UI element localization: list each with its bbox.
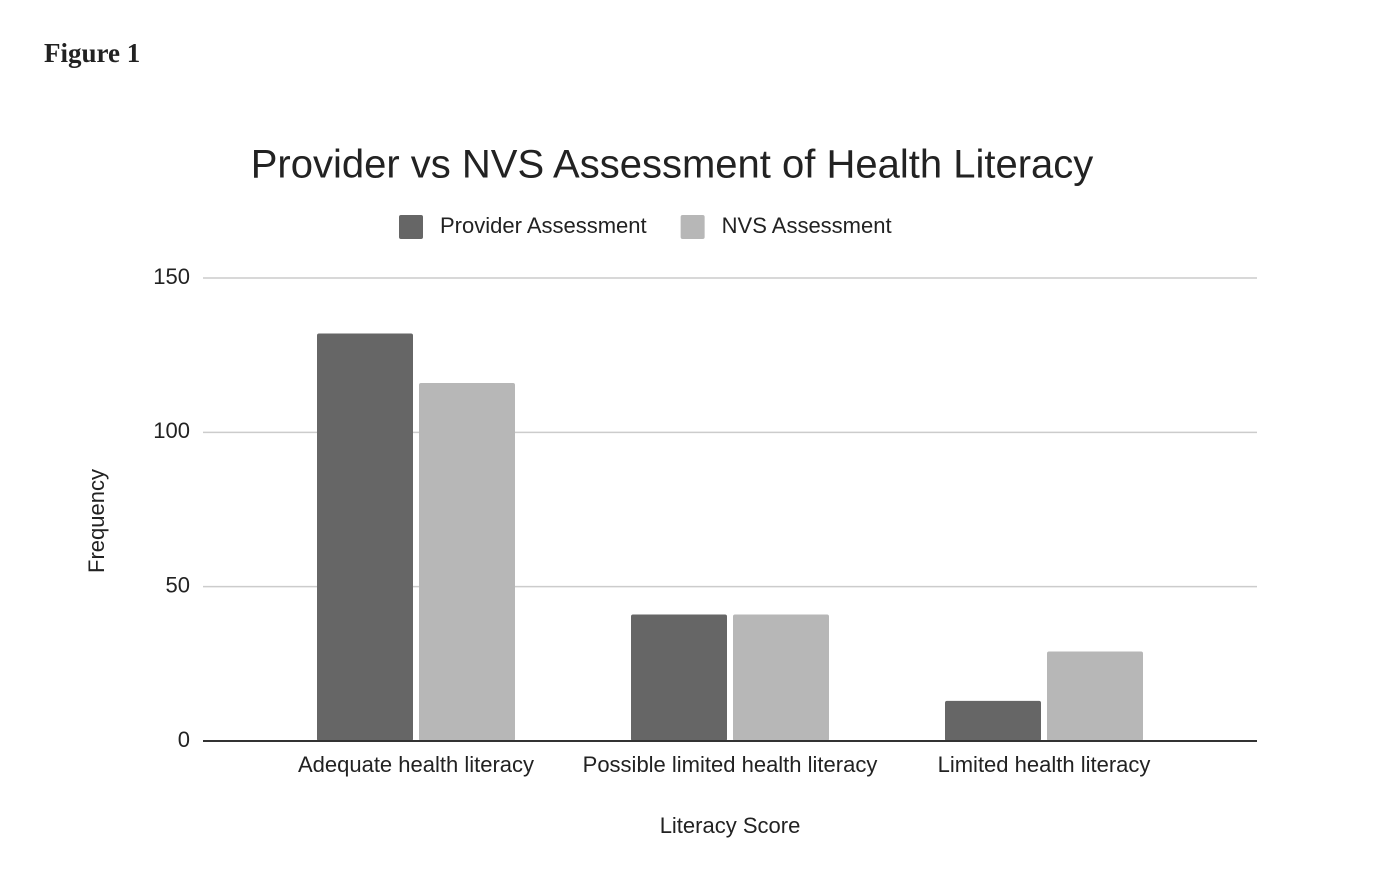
x-tick-label: Adequate health literacy <box>298 752 534 777</box>
bar <box>317 333 413 741</box>
y-axis-title: Frequency <box>84 469 109 573</box>
y-tick-label: 50 <box>166 572 190 597</box>
legend-swatch <box>399 215 423 239</box>
y-tick-label: 150 <box>153 264 190 289</box>
chart-title: Provider vs NVS Assessment of Health Lit… <box>251 143 1094 187</box>
y-tick-label: 0 <box>178 727 190 752</box>
y-tick-label: 100 <box>153 418 190 443</box>
bar <box>1047 651 1143 741</box>
legend-swatch <box>680 215 705 239</box>
legend-label: Provider Assessment <box>440 213 647 238</box>
legend-label: NVS Assessment <box>722 213 892 238</box>
bar <box>631 614 727 741</box>
bar <box>419 382 515 741</box>
figure-label: Figure 1 <box>44 38 140 68</box>
x-tick-label: Possible limited health literacy <box>583 752 878 777</box>
x-tick-label: Limited health literacy <box>938 752 1151 777</box>
bar <box>733 614 829 741</box>
bar <box>945 700 1041 741</box>
x-axis-title: Literacy Score <box>660 813 801 838</box>
